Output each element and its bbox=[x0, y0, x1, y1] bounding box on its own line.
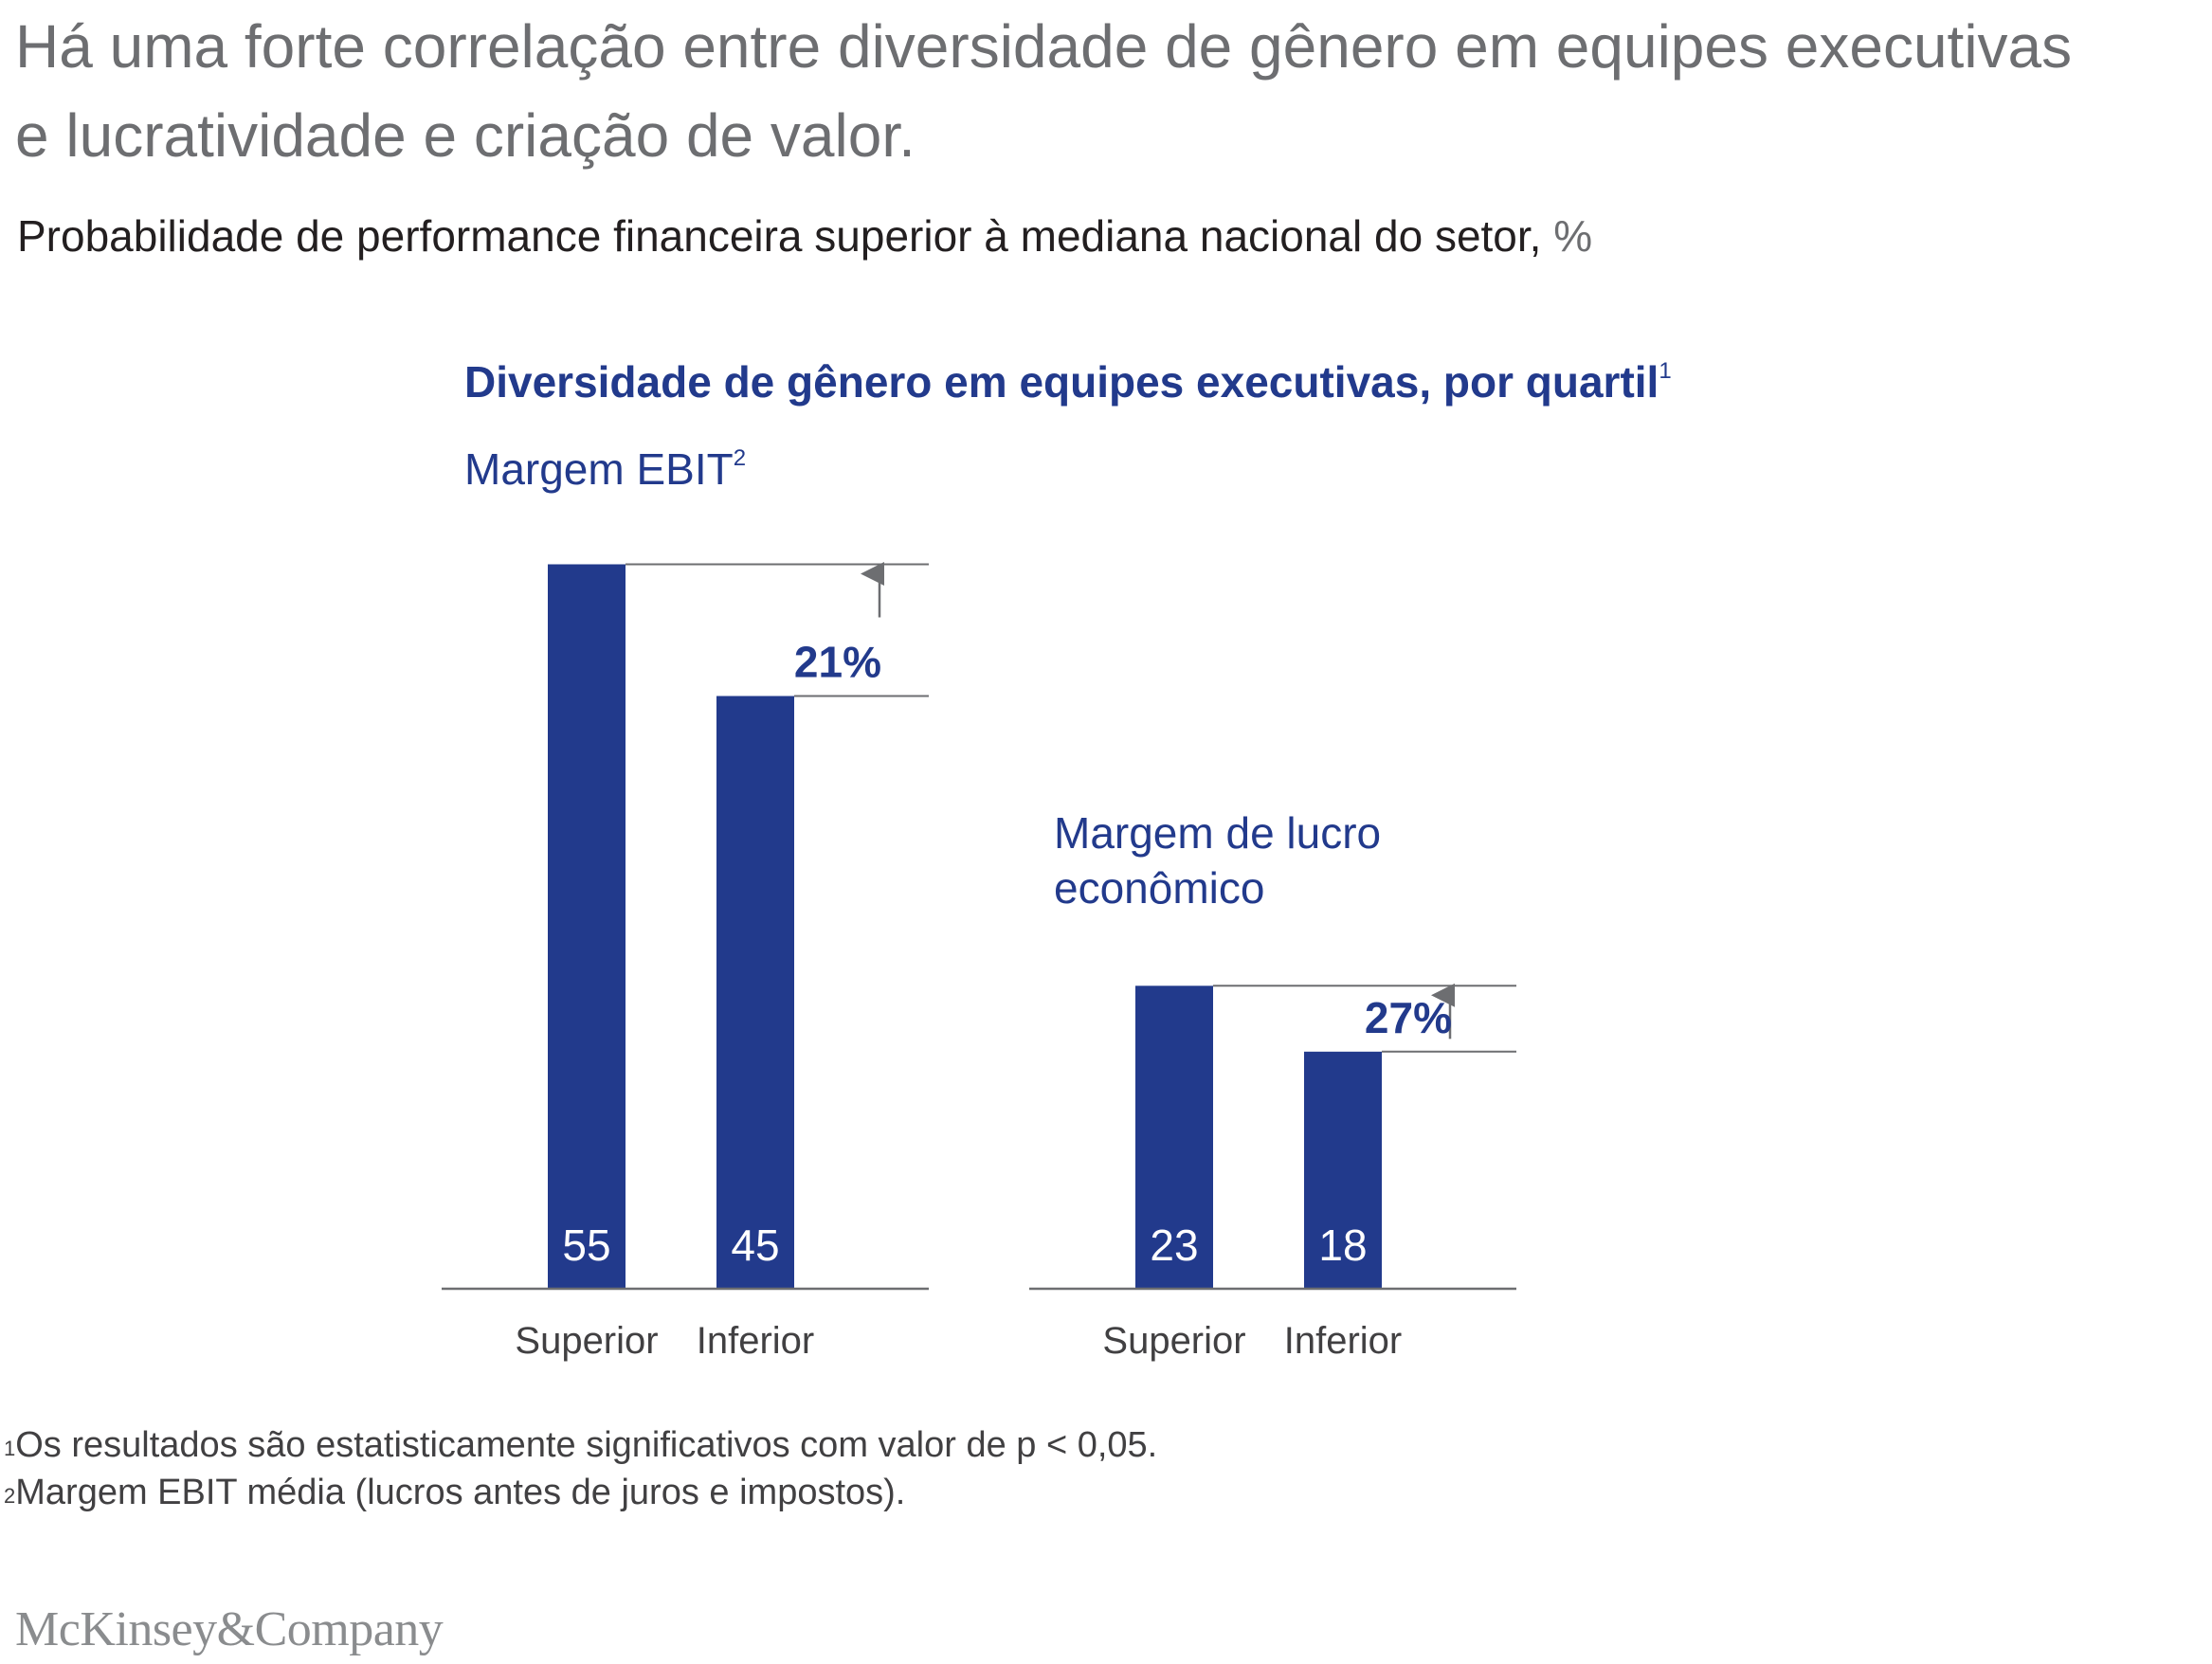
chart-title: Diversidade de gênero em equipes executi… bbox=[464, 356, 1672, 407]
chart-title-text: Diversidade de gênero em equipes executi… bbox=[464, 357, 1659, 407]
company-logo: McKinsey&Company bbox=[15, 1602, 444, 1656]
bar-value-label: 23 bbox=[1150, 1221, 1198, 1270]
footnote-2: 2Margem EBIT média (lucros antes de juro… bbox=[4, 1469, 1157, 1516]
bar-value-label: 55 bbox=[562, 1221, 610, 1270]
bar-inferior bbox=[1304, 1051, 1382, 1289]
category-label: Inferior bbox=[1284, 1320, 1403, 1362]
ebit-panel-title-text: Margem EBIT bbox=[464, 444, 734, 494]
category-label: Superior bbox=[1102, 1320, 1245, 1362]
economic-profit-title-line-2: econômico bbox=[1054, 863, 1265, 913]
footnote-2-mark: 2 bbox=[4, 1484, 16, 1508]
bar-value-label: 45 bbox=[731, 1221, 779, 1270]
footnote-2-text: Margem EBIT média (lucros antes de juros… bbox=[15, 1473, 906, 1512]
category-label: Superior bbox=[515, 1320, 658, 1362]
subtitle-text: Probabilidade de performance financeira … bbox=[17, 211, 1542, 261]
ebit-panel-footnote-mark: 2 bbox=[733, 445, 747, 471]
footnote-1-mark: 1 bbox=[4, 1437, 16, 1460]
subtitle: Probabilidade de performance financeira … bbox=[17, 210, 1592, 262]
difference-label: 27% bbox=[1365, 993, 1452, 1042]
bar-value-label: 18 bbox=[1318, 1221, 1367, 1270]
bar-inferior bbox=[716, 696, 794, 1289]
footnote-1-text: Os resultados são estatisticamente signi… bbox=[15, 1425, 1158, 1465]
chart-title-footnote-mark: 1 bbox=[1659, 358, 1672, 384]
ebit-panel-title: Margem EBIT2 bbox=[464, 443, 746, 495]
bar-superior bbox=[548, 564, 626, 1289]
subtitle-unit: % bbox=[1541, 211, 1593, 261]
footnotes: 1Os resultados são estatisticamente sign… bbox=[4, 1421, 1157, 1516]
difference-label: 21% bbox=[794, 638, 881, 687]
category-label: Inferior bbox=[697, 1320, 815, 1362]
economic-profit-title-line-1: Margem de lucro bbox=[1054, 808, 1382, 858]
bar-superior bbox=[1135, 986, 1213, 1289]
economic-profit-panel-title: Margem de lucro econômico bbox=[1054, 805, 1528, 915]
headline: Há uma forte correlação entre diversidad… bbox=[15, 12, 2073, 170]
footnote-1: 1Os resultados são estatisticamente sign… bbox=[4, 1421, 1157, 1469]
